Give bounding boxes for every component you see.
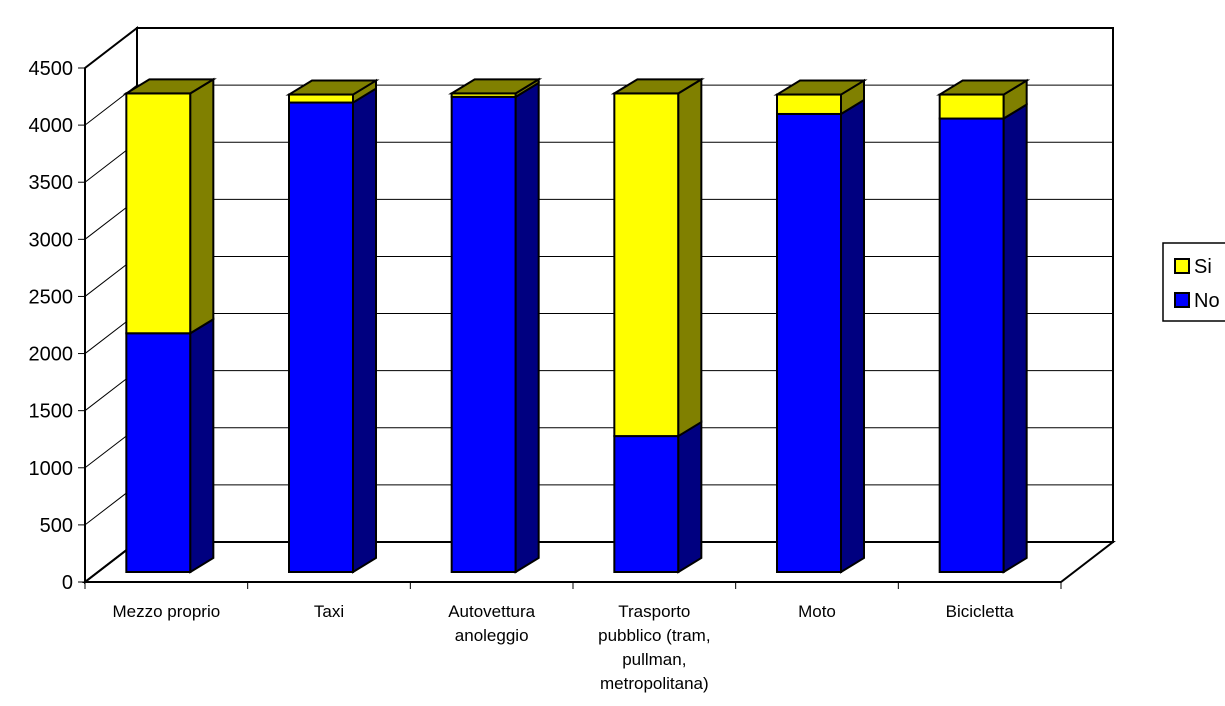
bar-top <box>610 78 705 95</box>
y-tick-label: 4000 <box>29 115 74 137</box>
y-tick-label: 500 <box>40 515 73 537</box>
x-tick-label: Trasporto pubblico (tram, pullman, metropol… <box>598 602 710 693</box>
legend-swatch-si <box>1174 258 1190 274</box>
y-tick-label: 1000 <box>29 458 74 480</box>
legend-label-no: No <box>1194 290 1220 312</box>
bar-front <box>613 92 680 438</box>
bar-top <box>122 78 217 95</box>
bar-segment-no <box>450 81 540 574</box>
legend: Si No <box>1162 242 1225 322</box>
x-tick-label: Autovettura anoleggio <box>448 602 535 645</box>
bar-side <box>189 77 215 336</box>
bar-side <box>514 81 540 574</box>
bar-front <box>938 93 1005 120</box>
y-tick-label: 1500 <box>29 401 74 423</box>
bar-segment-no <box>938 102 1028 574</box>
bar-side <box>352 86 377 574</box>
bar-front <box>776 112 842 573</box>
bar-side <box>189 317 215 574</box>
bar-segment-no <box>776 98 865 574</box>
bar-front <box>288 93 354 104</box>
bar-front <box>938 117 1005 573</box>
x-tick-label: Moto <box>798 602 836 621</box>
legend-label-si: Si <box>1194 256 1212 278</box>
bar-segment-si <box>613 77 703 438</box>
y-tick-label: 2500 <box>29 286 74 308</box>
bar-front <box>450 95 517 574</box>
bar-side <box>840 98 865 574</box>
bar-front <box>125 332 192 573</box>
legend-swatch-no <box>1174 292 1190 308</box>
bar-side <box>677 77 703 438</box>
bar-front <box>776 93 842 115</box>
bar-front <box>288 101 354 574</box>
bar-side <box>677 420 703 574</box>
bar-segment-si <box>938 78 1028 121</box>
bar-top <box>285 79 380 96</box>
bar-top <box>448 78 543 95</box>
y-tick-label: 2000 <box>29 344 74 366</box>
legend-box <box>1162 242 1225 322</box>
bar-side <box>1002 102 1028 574</box>
x-tick-label: Taxi <box>314 602 344 621</box>
y-tick-label: 0 <box>62 572 73 594</box>
y-axis: 0 500 1000 1500 2000 2500 3000 3500 4000 4500 <box>29 58 86 594</box>
bar-segment-no <box>613 420 703 574</box>
bar-top <box>773 79 868 96</box>
bar-segment-no <box>125 317 215 574</box>
bar-top <box>936 79 1031 96</box>
bars <box>122 77 1031 574</box>
bar-front <box>125 92 192 335</box>
y-tick-label: 4500 <box>29 58 74 80</box>
bar-front <box>613 435 680 573</box>
x-tick-label: Bicicletta <box>946 602 1015 621</box>
bar-segment-si <box>125 77 215 336</box>
y-tick-label: 3000 <box>29 229 74 251</box>
bar-segment-no <box>288 86 377 574</box>
gridline <box>84 27 1113 69</box>
gridline <box>84 84 1113 126</box>
x-tick-label: Mezzo proprio <box>112 602 220 621</box>
y-tick-label: 3500 <box>29 172 74 194</box>
x-axis: Mezzo proprio Taxi Autovettura anoleggio Tra… <box>84 581 1062 693</box>
